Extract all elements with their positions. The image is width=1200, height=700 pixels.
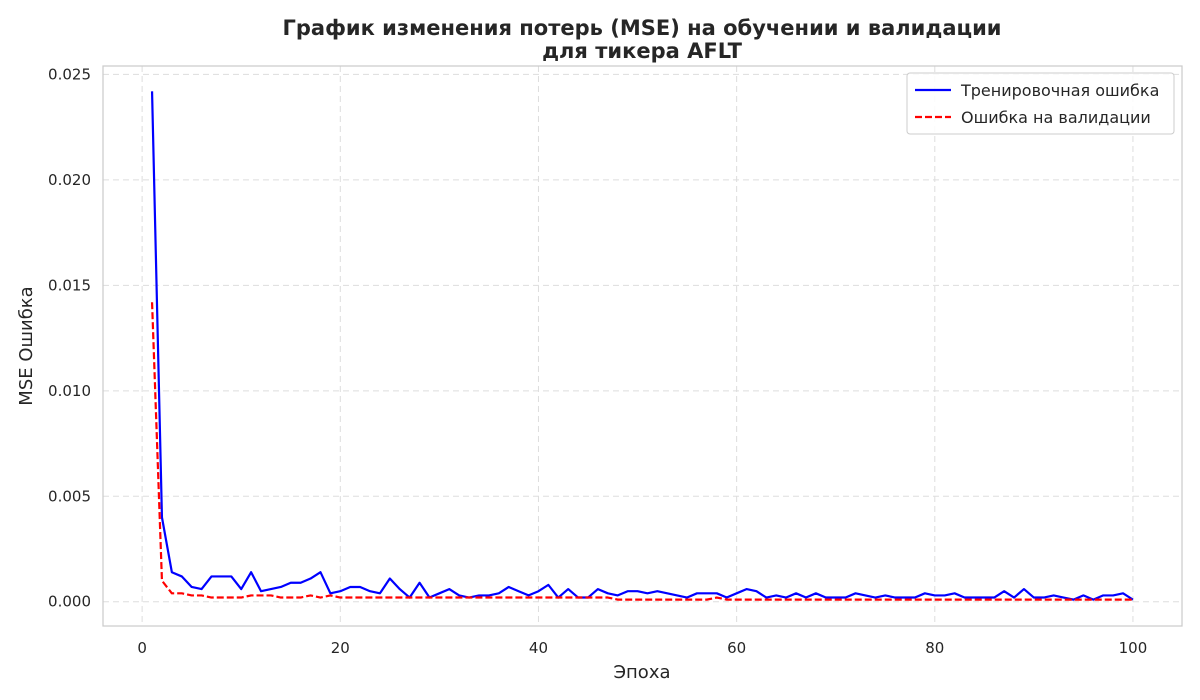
legend-label-train: Тренировочная ошибка [960,81,1159,100]
plot-frame [102,65,1183,627]
series-line-validation [150,302,1133,601]
y-tick-label: 0.000 [48,593,91,611]
y-tick-label: 0.015 [48,276,91,294]
x-tick-label: 0 [137,639,147,657]
y-tick-labels: 0.000 0.005 0.010 0.015 0.020 0.025 [48,65,91,610]
legend: Тренировочная ошибка Ошибка на валидации [906,72,1175,135]
x-tick-label: 40 [529,639,548,657]
legend-label-val: Ошибка на валидации [961,108,1151,127]
series-lines [150,91,1134,601]
legend-box [906,72,1175,135]
y-tick-label: 0.005 [48,487,91,505]
chart-title-line2: для тикера AFLT [542,39,743,63]
y-tick-label: 0.020 [48,171,91,189]
x-tick-label: 20 [331,639,350,657]
chart-title-line1: График изменения потерь (MSE) на обучени… [282,16,1001,40]
series-line-train [150,91,1134,601]
grid [103,66,1182,626]
x-tick-labels: 0 20 40 60 80 100 [137,639,1147,657]
y-tick-label: 0.010 [48,382,91,400]
x-axis-label: Эпоха [613,662,670,683]
x-tick-label: 60 [727,639,746,657]
x-tick-label: 100 [1119,639,1148,657]
x-tick-label: 80 [925,639,944,657]
y-tick-label: 0.025 [48,65,91,83]
y-axis-label: MSE Ошибка [16,286,37,405]
